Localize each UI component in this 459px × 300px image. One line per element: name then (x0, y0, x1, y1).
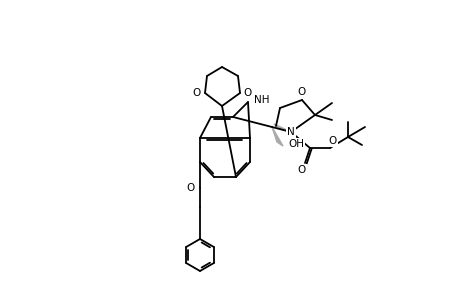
Polygon shape (274, 124, 291, 132)
Text: O: O (297, 87, 305, 97)
Text: OH: OH (287, 139, 303, 149)
Text: O: O (297, 165, 305, 175)
Text: O: O (243, 88, 252, 98)
Text: N: N (286, 127, 294, 137)
Polygon shape (271, 127, 282, 146)
Text: O: O (192, 88, 201, 98)
Text: O: O (186, 183, 195, 193)
Text: NH: NH (253, 95, 269, 105)
Text: O: O (328, 136, 336, 146)
